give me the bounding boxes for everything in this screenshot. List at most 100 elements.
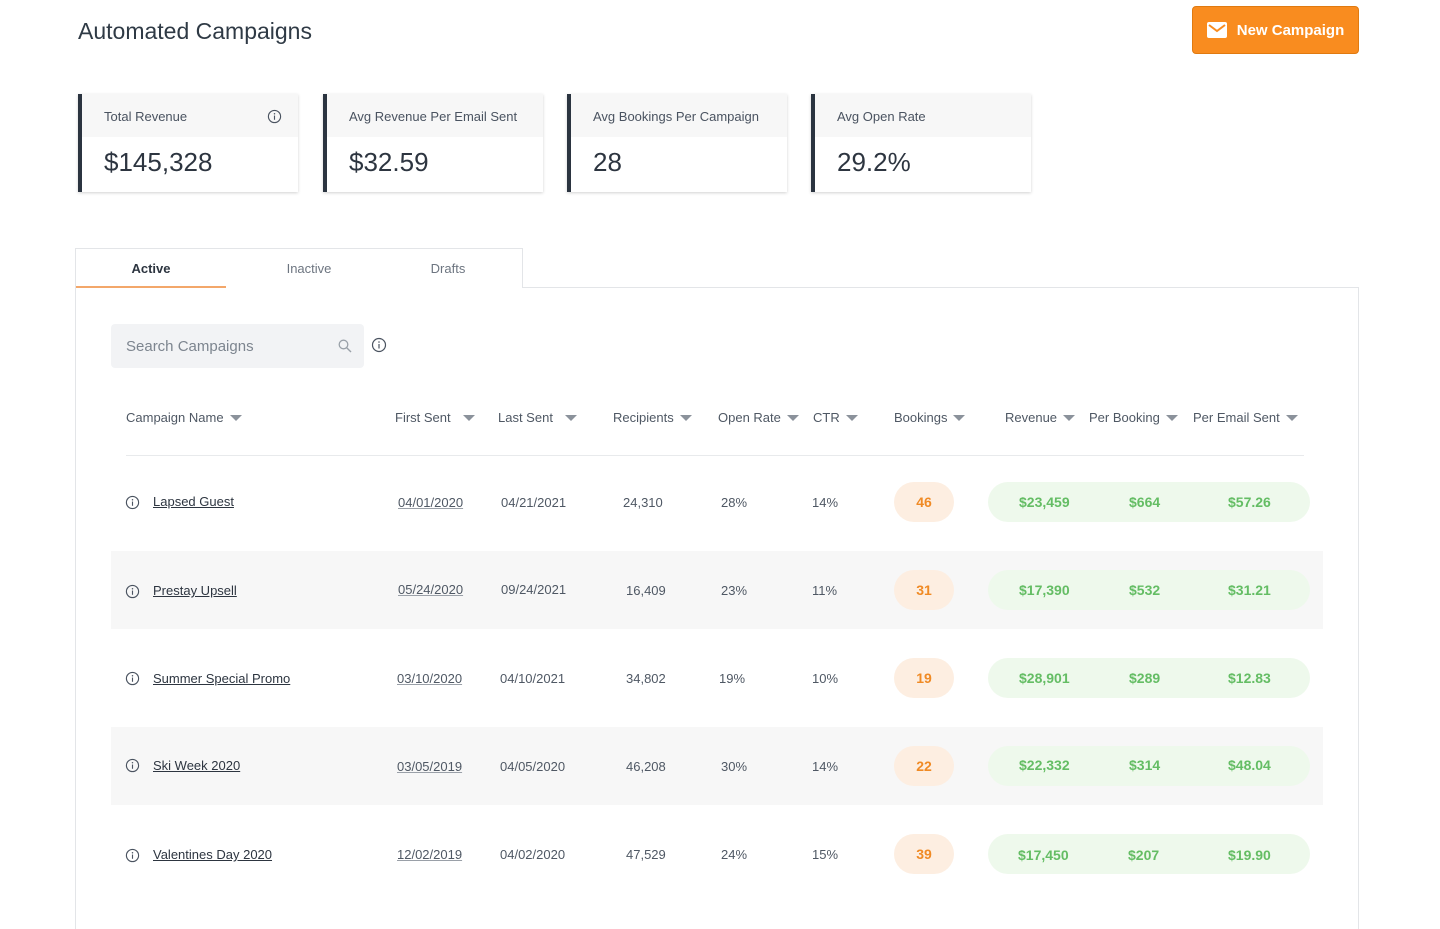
open-rate-value: 30% — [721, 759, 748, 774]
stat-card-avg-open-rate: Avg Open Rate 29.2% — [811, 94, 1031, 192]
header-divider — [126, 455, 1304, 456]
campaign-name-link[interactable]: Ski Week 2020 — [153, 758, 241, 773]
new-campaign-label: New Campaign — [1236, 21, 1345, 39]
per-email-value: $57.26 — [1228, 494, 1271, 510]
stat-label: Avg Revenue Per Email Sent — [349, 109, 518, 124]
revenue-value: $28,901 — [1019, 670, 1070, 686]
per-booking-value: $289 — [1129, 670, 1161, 686]
info-icon[interactable] — [267, 109, 282, 124]
column-header-open-rate[interactable]: Open Rate — [718, 410, 799, 425]
caret-down-icon — [1063, 414, 1076, 421]
ctr-value: 15% — [812, 847, 839, 862]
column-header-first-sent[interactable]: First Sent — [395, 410, 475, 425]
recipients-value: 34,802 — [626, 671, 666, 686]
revenue-pill — [988, 570, 1310, 610]
campaign-name-link[interactable]: Summer Special Promo — [153, 671, 291, 686]
ctr-value: 14% — [812, 759, 839, 774]
per-email-value: $12.83 — [1228, 670, 1271, 686]
caret-down-icon — [786, 414, 799, 421]
column-header-campaign-name[interactable]: Campaign Name — [126, 410, 242, 425]
column-header-ctr[interactable]: CTR — [813, 410, 858, 425]
tab-active[interactable]: Active — [76, 249, 226, 288]
last-sent-date: 04/05/2020 — [500, 759, 566, 774]
envelope-icon — [1206, 22, 1227, 38]
caret-down-icon — [564, 414, 577, 421]
caret-down-icon — [462, 414, 475, 421]
stat-value: 29.2% — [837, 147, 911, 177]
per-email-value: $48.04 — [1228, 757, 1271, 773]
column-label: Per Booking — [1089, 410, 1160, 425]
revenue-pill — [988, 746, 1310, 786]
recipients-value: 46,208 — [626, 759, 666, 774]
campaign-tabs: Active Inactive Drafts — [75, 248, 523, 288]
stat-value: $32.59 — [349, 147, 429, 177]
campaign-name-link[interactable]: Prestay Upsell — [153, 583, 237, 598]
column-label: Per Email Sent — [1193, 410, 1280, 425]
bookings-badge: 19 — [894, 658, 954, 698]
open-rate-value: 19% — [719, 671, 746, 686]
column-label: Bookings — [894, 410, 948, 425]
stat-value: $145,328 — [104, 147, 213, 177]
column-header-bookings[interactable]: Bookings — [894, 410, 966, 425]
tab-drafts[interactable]: Drafts — [430, 261, 466, 276]
per-email-value: $19.90 — [1228, 847, 1271, 863]
first-sent-date: 12/02/2019 — [397, 847, 463, 862]
column-header-revenue[interactable]: Revenue — [1005, 410, 1076, 425]
first-sent-date: 04/01/2020 — [398, 495, 464, 510]
column-header-recipients[interactable]: Recipients — [613, 410, 692, 425]
open-rate-value: 23% — [721, 583, 748, 598]
caret-down-icon — [679, 414, 692, 421]
table-row: Summer Special Promo 03/10/2020 04/10/20… — [111, 639, 1323, 717]
first-sent-date: 03/05/2019 — [397, 759, 463, 774]
column-header-last-sent[interactable]: Last Sent — [498, 410, 577, 425]
stat-label: Avg Open Rate — [837, 109, 926, 124]
recipients-value: 16,409 — [626, 583, 666, 598]
per-booking-value: $314 — [1129, 757, 1161, 773]
stat-card-avg-bookings: Avg Bookings Per Campaign 28 — [567, 94, 787, 192]
revenue-value: $17,390 — [1019, 582, 1070, 598]
per-booking-value: $532 — [1129, 582, 1161, 598]
last-sent-date: 04/02/2020 — [500, 847, 566, 862]
caret-down-icon — [1165, 414, 1178, 421]
stat-value: 28 — [593, 147, 622, 177]
stat-label: Total Revenue — [104, 109, 188, 124]
caret-down-icon — [953, 414, 966, 421]
recipients-value: 47,529 — [626, 847, 666, 862]
stat-card-avg-revenue-per-email: Avg Revenue Per Email Sent $32.59 — [323, 94, 543, 192]
info-icon[interactable] — [371, 337, 387, 353]
revenue-value: $22,332 — [1019, 757, 1070, 773]
column-label: Revenue — [1005, 410, 1058, 425]
bookings-badge: 46 — [894, 482, 954, 522]
info-icon[interactable] — [125, 671, 140, 686]
column-label: Open Rate — [718, 410, 781, 425]
search-box — [111, 324, 364, 368]
column-header-per-booking[interactable]: Per Booking — [1089, 410, 1178, 425]
caret-down-icon — [845, 414, 858, 421]
ctr-value: 10% — [812, 671, 839, 686]
last-sent-date: 09/24/2021 — [501, 582, 567, 597]
search-icon[interactable] — [338, 339, 352, 353]
info-icon[interactable] — [125, 758, 140, 773]
revenue-value: $17,450 — [1018, 847, 1069, 863]
open-rate-value: 24% — [721, 847, 748, 862]
stat-label: Avg Bookings Per Campaign — [593, 109, 759, 124]
campaign-name-link[interactable]: Lapsed Guest — [153, 494, 234, 509]
info-icon[interactable] — [125, 584, 140, 599]
tab-inactive[interactable]: Inactive — [286, 261, 332, 276]
info-icon[interactable] — [125, 495, 140, 510]
first-sent-date: 05/24/2020 — [398, 582, 464, 597]
first-sent-date: 03/10/2020 — [397, 671, 463, 686]
column-header-per-email-sent[interactable]: Per Email Sent — [1193, 410, 1298, 425]
campaign-name-link[interactable]: Valentines Day 2020 — [153, 847, 273, 862]
search-input[interactable] — [126, 337, 326, 355]
info-icon[interactable] — [125, 848, 140, 863]
last-sent-date: 04/10/2021 — [500, 671, 566, 686]
per-email-value: $31.21 — [1228, 582, 1271, 598]
caret-down-icon — [229, 414, 242, 421]
stat-card-total-revenue: Total Revenue $145,328 — [78, 94, 298, 192]
revenue-pill — [988, 482, 1310, 522]
column-label: First Sent — [395, 410, 451, 425]
new-campaign-button[interactable]: New Campaign — [1192, 6, 1359, 54]
column-label: Campaign Name — [126, 410, 224, 425]
table-row: Lapsed Guest 04/01/2020 04/21/2021 24,31… — [111, 463, 1323, 541]
